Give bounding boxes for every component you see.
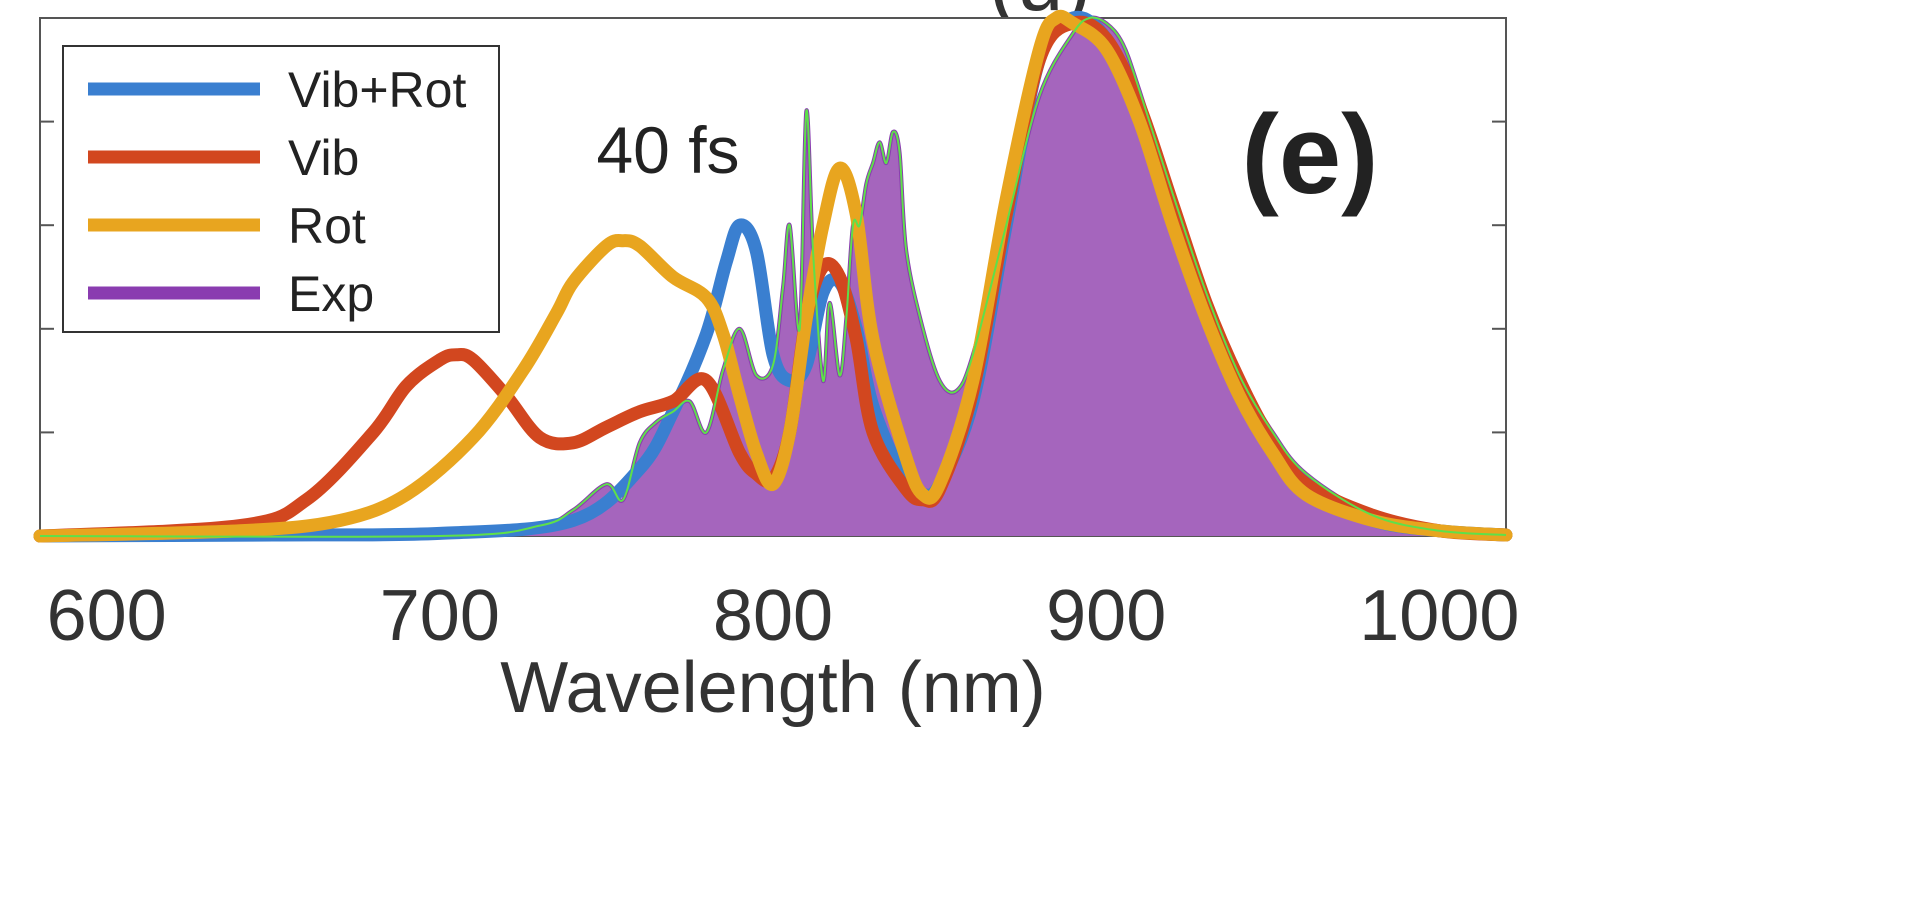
legend-items: Vib+Rot Vib Rot Exp bbox=[88, 62, 466, 322]
series-layer bbox=[33, 9, 1513, 543]
x-tick-label: 700 bbox=[380, 576, 500, 656]
legend-label: Exp bbox=[288, 266, 374, 322]
series-line-rot bbox=[33, 9, 1513, 543]
tick-layer bbox=[40, 120, 1506, 434]
x-axis-label: Wavelength (nm) bbox=[500, 648, 1046, 728]
legend-label: Vib+Rot bbox=[288, 62, 466, 118]
x-tick-label: 1000 bbox=[1359, 576, 1519, 656]
time-annotation: 40 fs bbox=[596, 113, 739, 187]
legend: Vib+Rot Vib Rot Exp bbox=[62, 45, 500, 333]
legend-label: Vib bbox=[288, 130, 359, 186]
x-tick-labels: 600 700 800 900 1000 bbox=[47, 576, 1520, 656]
x-tick-label: 800 bbox=[713, 576, 833, 656]
exp-trace-overlay bbox=[39, 16, 1507, 538]
panel-label: (e) bbox=[1242, 92, 1379, 217]
x-tick-label: 900 bbox=[1046, 576, 1166, 656]
series-area-exp bbox=[40, 17, 1506, 537]
x-tick-label: 600 bbox=[47, 576, 167, 656]
legend-label: Rot bbox=[288, 198, 366, 254]
